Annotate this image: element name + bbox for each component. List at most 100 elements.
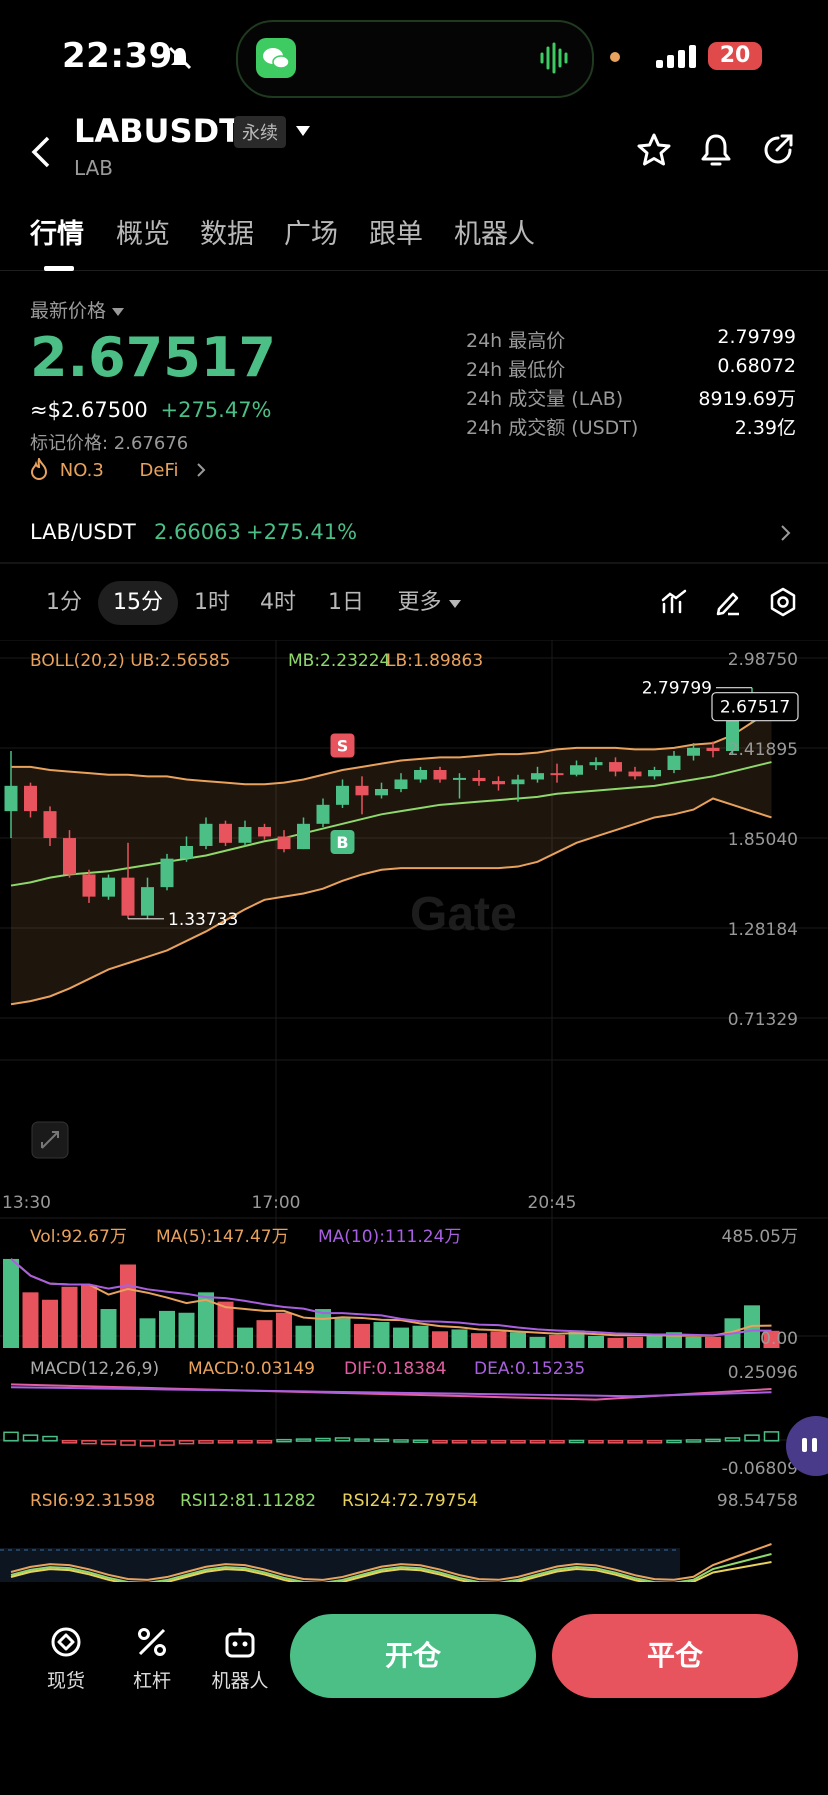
candle-body	[531, 773, 544, 780]
stat-label-volume: 24h 成交量 (LAB)	[466, 388, 624, 410]
share-icon[interactable]	[760, 132, 796, 168]
volume-bar	[763, 1330, 780, 1348]
macd-histogram-bar	[276, 1438, 292, 1443]
rank-row[interactable]: NO.3 DeFi	[30, 456, 206, 481]
rsi-legend-0: RSI6:92.31598	[30, 1491, 155, 1511]
volume-axis-min: 0.00	[760, 1329, 798, 1349]
leverage-label: 杠杆	[132, 1670, 171, 1692]
rsi-legend-1: RSI12:81.11282	[180, 1491, 316, 1511]
macd-histogram-bar	[724, 1437, 741, 1442]
candle-body	[121, 877, 135, 916]
latest-price-dropdown-icon	[112, 308, 125, 316]
symbol-dropdown-icon[interactable]	[296, 126, 310, 138]
macd-histogram-bar	[451, 1440, 468, 1444]
spot-pair-row[interactable]: LAB/USDT 2.66063 +275.41%	[0, 508, 828, 558]
favorite-star-icon[interactable]	[636, 132, 672, 168]
mic-dot-icon	[610, 52, 620, 62]
volume-bar	[178, 1312, 195, 1348]
close-position-button[interactable]: 平仓	[552, 1614, 798, 1698]
y-axis-tick: 0.71329	[728, 1010, 798, 1030]
sell-marker	[330, 733, 355, 758]
macd-histogram-bar	[588, 1440, 604, 1444]
volume-bar	[705, 1336, 721, 1348]
spot-pair-change: +275.41%	[246, 520, 358, 544]
mute-icon	[168, 46, 192, 70]
candle	[355, 776, 369, 815]
indicator-icon[interactable]	[660, 588, 688, 616]
candle	[394, 773, 408, 793]
last-price: 2.67517	[30, 326, 276, 389]
chevron-right-icon	[197, 463, 206, 477]
volume-bar	[256, 1320, 273, 1348]
candle-body	[238, 826, 252, 843]
candle-body	[297, 823, 310, 850]
chart-annotations: 2.79799 1.33733 2.67517 S B	[128, 679, 799, 930]
rsi24-line	[10, 1561, 772, 1582]
rsi6-line	[10, 1543, 772, 1581]
candle	[43, 806, 57, 846]
volume-bar	[22, 1292, 39, 1348]
candle	[687, 743, 700, 761]
macd-histogram-bar	[61, 1440, 78, 1444]
macd-histogram-bar	[256, 1440, 273, 1444]
tab-copy-trading[interactable]: 跟单	[369, 219, 423, 250]
volume-bar	[354, 1323, 370, 1348]
price-alert-bell-icon[interactable]	[698, 132, 734, 168]
interval-15m[interactable]: 15分	[98, 581, 178, 625]
macd-histogram-bar	[159, 1440, 175, 1446]
interval-4h[interactable]: 4时	[260, 590, 296, 615]
pause-icon	[802, 1438, 817, 1452]
interval-more[interactable]: 更多	[394, 581, 464, 625]
macd-histogram-bar	[42, 1435, 58, 1442]
tab-overview[interactable]: 概览	[116, 219, 170, 250]
latest-price-label[interactable]: 最新价格	[30, 296, 125, 323]
tab-market[interactable]: 行情	[30, 219, 84, 250]
macd-histogram-bar	[393, 1439, 409, 1443]
macd-histogram-bar	[685, 1439, 702, 1443]
stat-value-volume: 8919.69万	[698, 388, 796, 410]
price-usd-row: ≈$2.67500 +275.47%	[30, 398, 272, 422]
section-divider	[0, 562, 828, 564]
kline-chart[interactable]: Gate 2.79799 1.33733 2.67517 S B 2.98750 2.41…	[0, 640, 828, 1582]
macd-legend-3: DEA:0.15235	[474, 1359, 585, 1379]
volume-bar	[198, 1292, 214, 1348]
candle	[63, 830, 76, 878]
volume-bar	[471, 1333, 487, 1348]
interval-1d[interactable]: 1日	[328, 590, 364, 615]
tab-bots[interactable]: 机器人	[454, 219, 535, 250]
tab-data[interactable]: 数据	[200, 219, 254, 250]
volume-bar	[100, 1309, 117, 1348]
robot-icon	[225, 1628, 255, 1658]
candle	[199, 817, 213, 850]
draw-pencil-icon[interactable]	[714, 588, 742, 616]
x-axis-tick: 13:30	[2, 1193, 51, 1213]
interval-1m[interactable]: 1分	[46, 590, 82, 615]
main-tabs: 行情 概览 数据 广场 跟单 机器人	[0, 212, 828, 271]
volume-legend-0: Vol:92.67万	[30, 1227, 127, 1247]
candle-body	[316, 804, 330, 824]
buy-marker	[330, 829, 355, 854]
tab-square[interactable]: 广场	[284, 219, 338, 250]
macd-histogram-bar	[666, 1439, 682, 1444]
volume-bar	[334, 1318, 351, 1348]
boll-legend-0: BOLL(20,2) UB:2.56585	[30, 651, 230, 671]
candle-body	[511, 779, 525, 785]
open-position-button[interactable]: 开仓	[290, 1614, 536, 1698]
back-arrow-icon[interactable]	[30, 134, 54, 170]
macd-legend-1: MACD:0.03149	[188, 1359, 315, 1379]
floating-assistant-bubble[interactable]	[786, 1416, 828, 1476]
dynamic-island[interactable]	[236, 20, 594, 98]
volume-bar	[295, 1325, 312, 1348]
symbol-title[interactable]: LABUSDT	[74, 112, 241, 150]
volume-bar	[373, 1322, 390, 1348]
volume-panel: 485.05万 0.00	[3, 1227, 798, 1349]
volume-bar	[588, 1335, 604, 1348]
expand-chart-icon[interactable]	[31, 1121, 69, 1159]
interval-1h[interactable]: 1时	[194, 590, 230, 615]
candle-body	[394, 779, 408, 789]
signal-icon	[656, 45, 696, 68]
macd-histogram-bar	[3, 1431, 19, 1442]
chart-settings-icon[interactable]	[768, 587, 798, 617]
low-price-label: 1.33733	[168, 910, 238, 930]
contract-type-badge[interactable]: 永续	[234, 116, 286, 148]
